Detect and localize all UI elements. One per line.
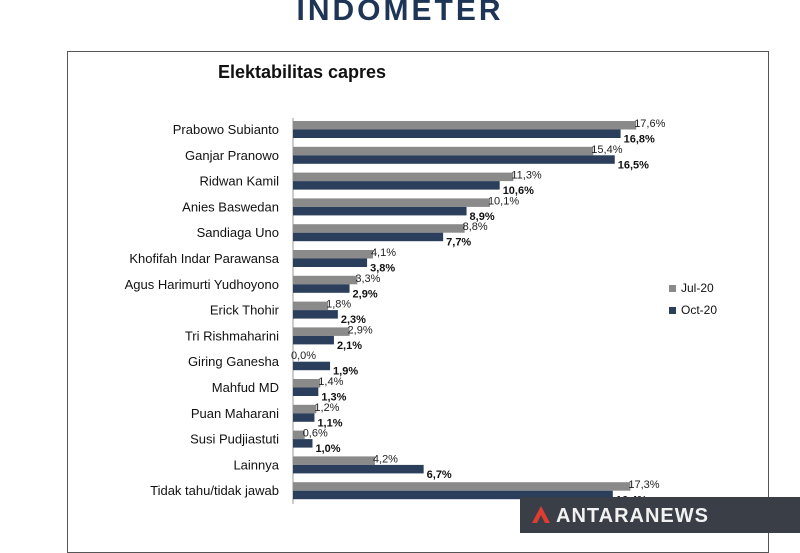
- chart-title: Elektabilitas capres: [217, 62, 387, 82]
- bar-jul-20: [293, 482, 631, 491]
- bar-oct-20: [293, 361, 331, 371]
- bar-jul-20: [293, 198, 490, 207]
- data-label-jul-20: 2,9%: [348, 324, 373, 336]
- bar-oct-20: [293, 155, 615, 164]
- data-label-oct-20: 8,9%: [470, 211, 495, 223]
- legend-label: Jul-20: [681, 281, 714, 295]
- bar-jul-20: [293, 146, 594, 156]
- category-label: Prabowo Subianto: [173, 122, 279, 137]
- data-label-oct-20: 16,8%: [624, 134, 655, 146]
- data-label-oct-20: 3,8%: [370, 263, 395, 275]
- antara-logo-icon: [532, 506, 550, 523]
- data-label-oct-20: 7,7%: [446, 237, 471, 249]
- category-label: Ganjar Pranowo: [185, 148, 279, 163]
- data-label-jul-20: 1,2%: [314, 402, 339, 414]
- data-label-oct-20: 16,5%: [618, 159, 649, 171]
- bar-jul-20: [293, 430, 305, 440]
- data-label-oct-20: 2,3%: [341, 314, 366, 326]
- bar-oct-20: [293, 181, 500, 190]
- category-label: Ridwan Kamil: [200, 174, 280, 189]
- bar-jul-20: [293, 404, 317, 414]
- bar-oct-20: [293, 335, 334, 345]
- bar-oct-20: [293, 206, 467, 216]
- data-label-jul-20: 0,0%: [291, 350, 316, 362]
- category-label: Lainnya: [233, 457, 279, 472]
- bar-oct-20: [293, 413, 315, 422]
- data-label-oct-20: 6,7%: [427, 469, 452, 481]
- watermark: ANTARANEWS: [520, 497, 800, 533]
- data-label-jul-20: 0,6%: [303, 428, 328, 440]
- legend-swatch: [669, 307, 676, 314]
- legend-label: Oct-20: [681, 303, 717, 317]
- data-label-jul-20: 17,3%: [628, 479, 659, 491]
- bar-jul-20: [293, 121, 637, 130]
- category-label: Susi Pudjiastuti: [190, 432, 279, 447]
- bar-oct-20: [293, 464, 424, 474]
- data-label-jul-20: 8,8%: [463, 221, 488, 233]
- data-label-jul-20: 11,3%: [511, 170, 542, 182]
- data-label-oct-20: 2,9%: [353, 288, 378, 300]
- category-label: Tri Rishmaharini: [185, 328, 279, 343]
- bar-oct-20: [293, 490, 613, 500]
- legend-swatch: [669, 285, 676, 292]
- data-label-oct-20: 1,9%: [333, 366, 358, 378]
- bar-jul-20: [293, 172, 514, 182]
- data-label-oct-20: 1,0%: [316, 443, 341, 455]
- data-label-jul-20: 4,1%: [371, 247, 396, 259]
- data-label-oct-20: 1,3%: [321, 392, 346, 404]
- bar-jul-20: [293, 379, 321, 388]
- bar-oct-20: [293, 232, 444, 242]
- bar-jul-20: [293, 327, 350, 336]
- data-label-oct-20: 10,6%: [503, 185, 534, 197]
- bar-jul-20: [293, 275, 358, 285]
- bar-oct-20: [293, 310, 338, 319]
- data-label-jul-20: 10,1%: [488, 195, 519, 207]
- bar-oct-20: [293, 129, 621, 138]
- data-label-jul-20: 3,3%: [355, 273, 380, 285]
- data-label-oct-20: 1,1%: [317, 417, 342, 429]
- data-label-jul-20: 15,4%: [591, 144, 622, 156]
- category-label: Agus Harimurti Yudhoyono: [125, 277, 279, 292]
- category-label: Mahfud MD: [212, 380, 279, 395]
- brand-logo-text: INDOMETER: [296, 0, 504, 27]
- category-label: Erick Thohir: [210, 303, 280, 318]
- bar-chart: Prabowo Subianto 17,6% 16,8% Ganjar Pranowo…: [125, 118, 717, 507]
- bar-oct-20: [293, 387, 319, 396]
- category-label: Sandiaga Uno: [197, 225, 279, 240]
- data-label-jul-20: 4,2%: [373, 453, 398, 465]
- bar-oct-20: [293, 439, 313, 448]
- bar-jul-20: [293, 250, 373, 259]
- category-label: Khofifah Indar Parawansa: [129, 251, 279, 266]
- bar-oct-20: [293, 258, 368, 267]
- bar-jul-20: [293, 456, 375, 465]
- bar-jul-20: [293, 224, 465, 233]
- data-label-oct-20: 2,1%: [337, 340, 362, 352]
- bar-jul-20: [293, 301, 329, 311]
- data-label-jul-20: 1,4%: [318, 376, 343, 388]
- bar-oct-20: [293, 284, 350, 293]
- category-label: Giring Ganesha: [188, 354, 280, 369]
- data-label-jul-20: 17,6%: [634, 118, 665, 130]
- category-label: Puan Maharani: [191, 406, 279, 421]
- data-label-jul-20: 1,8%: [326, 299, 351, 311]
- category-label: Tidak tahu/tidak jawab: [150, 483, 279, 498]
- watermark-text: ANTARANEWS: [556, 505, 709, 527]
- category-label: Anies Baswedan: [182, 199, 279, 214]
